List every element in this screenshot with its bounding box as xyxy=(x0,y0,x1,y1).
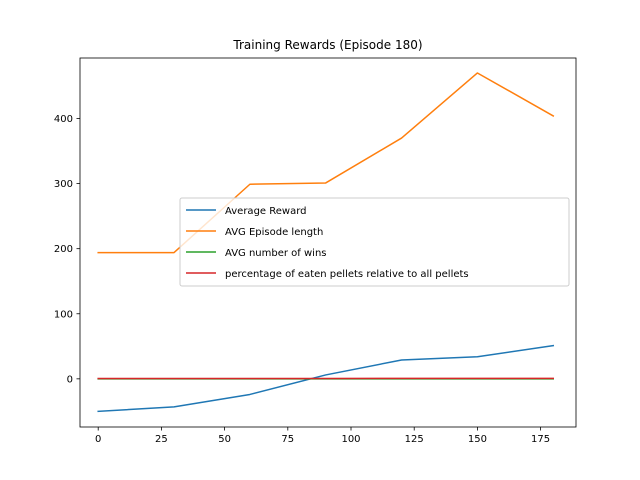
x-tick-label: 100 xyxy=(341,434,360,445)
x-tick-label: 50 xyxy=(218,434,231,445)
plot-area xyxy=(79,57,577,428)
series-line-1 xyxy=(97,344,555,413)
y-tick-label: 100 xyxy=(54,309,73,320)
legend-label: AVG Episode length xyxy=(225,227,323,238)
y-tick-label: 200 xyxy=(54,244,73,255)
x-tick-label: 125 xyxy=(405,434,424,445)
x-tick-label: 75 xyxy=(281,434,294,445)
y-axis: 0 100 200 300 400 xyxy=(54,114,80,385)
legend-box xyxy=(179,197,570,287)
x-tick-label: 150 xyxy=(468,434,487,445)
legend-label: AVG number of wins xyxy=(225,248,327,259)
x-tick-label: 25 xyxy=(155,434,168,445)
y-tick-label: 300 xyxy=(54,179,73,190)
chart-title: Training Rewards (Episode 180) xyxy=(232,38,422,52)
x-axis: 0 25 50 75 100 125 150 175 xyxy=(95,427,550,445)
axes-frame xyxy=(79,57,577,428)
x-tick-label: 0 xyxy=(95,434,101,445)
series-lines xyxy=(97,72,555,413)
y-tick-label: 0 xyxy=(67,374,73,385)
series-line-2 xyxy=(97,72,555,254)
y-tick-label: 400 xyxy=(54,114,73,125)
legend: Average Reward AVG Episode length AVG numb… xyxy=(179,197,570,287)
legend-label: percentage of eaten pellets relative to … xyxy=(225,269,469,280)
x-tick-label: 175 xyxy=(531,434,550,445)
legend-label: Average Reward xyxy=(225,206,306,217)
